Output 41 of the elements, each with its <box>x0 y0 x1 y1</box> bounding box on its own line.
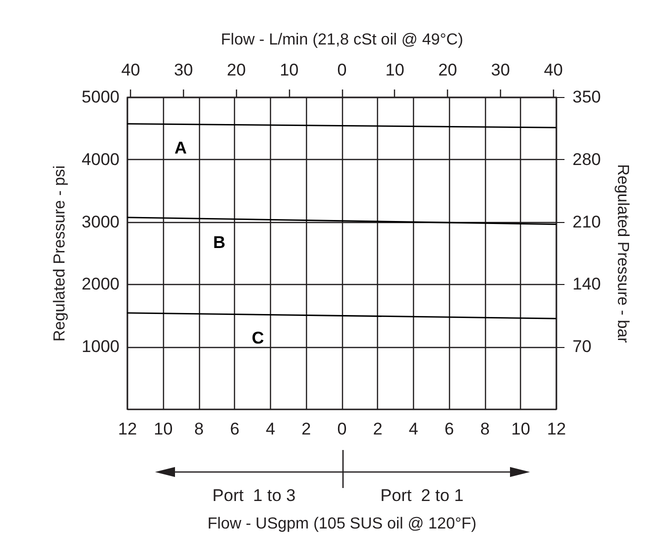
x-tick-label: 10 <box>154 420 173 438</box>
x2-tick-label: 40 <box>544 60 563 80</box>
series-label: A <box>174 138 187 158</box>
y2-tick-label: 350 <box>572 88 601 106</box>
y-tick-label: 3000 <box>82 212 120 232</box>
y2-axis-title: Regulated Pressure - bar <box>614 164 631 344</box>
x-tick-label: 12 <box>547 420 566 438</box>
series-label: C <box>252 328 264 348</box>
y2-tick-label: 140 <box>572 274 601 294</box>
x-tick-label: 8 <box>480 420 490 438</box>
x2-tick-label: 20 <box>226 60 246 80</box>
x2-tick-label: 10 <box>280 60 299 80</box>
x-tick-label: 2 <box>302 420 311 438</box>
x-tick-label: 4 <box>408 420 418 438</box>
x-tick-label: 0 <box>337 420 347 438</box>
x-tick-label: 8 <box>194 420 204 438</box>
text: Port 2 to 1 <box>380 486 464 506</box>
y2-tick-label: 210 <box>572 212 601 232</box>
x-tick-label: 2 <box>373 420 382 438</box>
y-tick-label: 1000 <box>82 337 120 356</box>
x-tick-label: 6 <box>230 420 240 438</box>
x2-axis-title: Flow - L/min (21,8 cSt oil @ 49°C) <box>220 32 464 48</box>
x-tick-label: 6 <box>444 420 454 438</box>
x2-tick-label: 0 <box>337 60 347 80</box>
y-axis-title: Regulated Pressure - psi <box>52 165 69 342</box>
x2-tick-label: 20 <box>438 60 458 80</box>
x-tick-label: 12 <box>118 420 137 438</box>
y-tick-label: 4000 <box>82 150 120 169</box>
x2-tick-label: 10 <box>385 60 404 80</box>
series-label: B <box>213 232 226 252</box>
y2-tick-label: 70 <box>572 337 592 356</box>
text: Port 1 to 3 <box>212 486 296 506</box>
x-tick-label: 10 <box>511 420 530 438</box>
x2-tick-label: 30 <box>174 60 193 80</box>
x2-tick-label: 30 <box>491 60 510 80</box>
x-axis-title: Flow - USgpm (105 SUS oil @ 120°F) <box>208 516 476 532</box>
y-tick-label: 5000 <box>82 88 120 106</box>
y2-tick-label: 280 <box>572 150 601 169</box>
x2-tick-label: 40 <box>121 60 140 80</box>
y-tick-label: 2000 <box>82 274 120 294</box>
x-tick-label: 4 <box>266 420 276 438</box>
